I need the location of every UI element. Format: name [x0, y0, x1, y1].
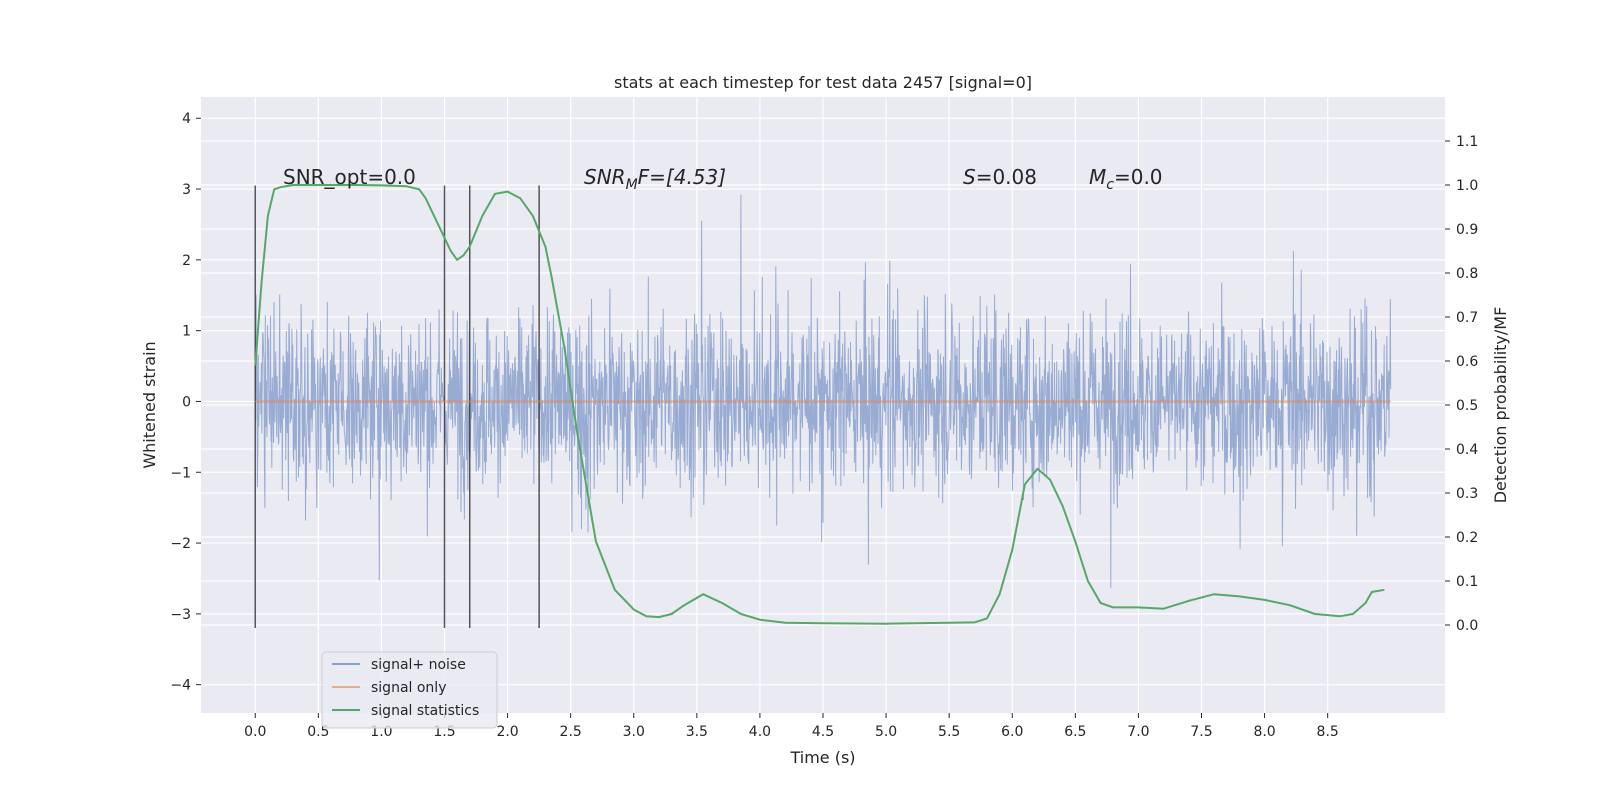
y-right-tick-label: 1.1	[1456, 134, 1478, 150]
y-left-tick-label: −2	[170, 536, 191, 552]
y-right-tick-label: 0.7	[1456, 310, 1478, 326]
x-axis-label: Time (s)	[789, 748, 855, 767]
x-tick-label: 3.0	[623, 724, 645, 740]
y-right-tick-label: 1.0	[1456, 178, 1478, 194]
annotation-s: S=0.08	[963, 165, 1037, 189]
annotation-snr-mf-sub: M	[626, 177, 638, 193]
y-right-tick-label: 0.1	[1456, 574, 1478, 590]
x-tick-label: 2.0	[496, 724, 518, 740]
y-right-tick-label: 0.0	[1456, 618, 1478, 634]
y-right-tick-label: 0.6	[1456, 354, 1478, 370]
annotation-snr-opt: SNR_opt=0.0	[283, 165, 416, 189]
legend: signal+ noise signal only signal statist…	[321, 651, 498, 729]
y-axis-right-ticks: 1.1 1.0 0.9 0.8 0.7 0.6 0.5 0.4 0.3 0.2 0.1 0.0	[1445, 134, 1478, 634]
y-right-tick-label: 0.5	[1456, 398, 1478, 414]
x-tick-label: 0.0	[244, 724, 266, 740]
y-left-tick-label: −4	[170, 678, 191, 694]
legend-label-signal-only: signal only	[371, 680, 446, 696]
x-tick-label: 0.5	[307, 724, 329, 740]
chart-title: stats at each timestep for test data 245…	[614, 73, 1032, 92]
y-right-tick-label: 0.3	[1456, 486, 1478, 502]
x-tick-label: 7.0	[1127, 724, 1149, 740]
annotation-mc-sub: c	[1106, 177, 1114, 193]
y-left-tick-label: 4	[182, 111, 191, 127]
annotation-snr-mf: SNRMF=[4.53]	[584, 165, 726, 193]
x-tick-label: 7.5	[1190, 724, 1212, 740]
x-tick-label: 5.5	[938, 724, 960, 740]
y-left-tick-label: −1	[170, 465, 191, 481]
y-left-tick-label: 0	[182, 394, 191, 410]
y-left-tick-label: 2	[182, 253, 191, 269]
series-signal-statistics	[254, 184, 1385, 625]
annotation-snr-mf-main: SNR	[584, 165, 626, 189]
legend-box	[321, 651, 498, 729]
y-axis-left-ticks: 4 3 2 1 0 −1 −2 −3 −4	[170, 111, 201, 694]
x-tick-label: 2.5	[560, 724, 582, 740]
x-tick-label: 4.5	[812, 724, 834, 740]
y-right-tick-label: 0.4	[1456, 442, 1478, 458]
annotation-mc-main: M	[1089, 165, 1106, 189]
y-right-tick-label: 0.8	[1456, 266, 1478, 282]
annotation-s-main: S	[963, 165, 976, 189]
annotation-mc: Mc=0.0	[1089, 165, 1163, 193]
legend-label-signal-statistics: signal statistics	[371, 703, 479, 719]
y-right-tick-label: 0.2	[1456, 530, 1478, 546]
x-tick-label: 6.0	[1001, 724, 1023, 740]
annotation-snr-mf-tail: F=[4.53]	[638, 165, 726, 189]
y-left-tick-label: 1	[182, 324, 191, 340]
x-tick-label: 6.5	[1064, 724, 1086, 740]
y-axis-left-label: Whitened strain	[140, 341, 159, 468]
statistics-line	[254, 184, 1385, 625]
x-tick-label: 4.0	[749, 724, 771, 740]
x-tick-label: 8.0	[1253, 724, 1275, 740]
annotation-s-tail: =0.08	[976, 165, 1037, 189]
vertical-markers	[254, 185, 540, 629]
y-left-tick-label: 3	[182, 182, 191, 198]
annotation-mc-tail: =0.0	[1114, 165, 1163, 189]
legend-label-signal-noise: signal+ noise	[371, 657, 466, 673]
y-right-tick-label: 0.9	[1456, 222, 1478, 238]
y-left-tick-label: −3	[170, 607, 191, 623]
y-axis-right-label: Detection probability/MF	[1491, 307, 1510, 504]
x-tick-label: 5.0	[875, 724, 897, 740]
x-tick-label: 8.5	[1317, 724, 1339, 740]
x-tick-label: 3.5	[686, 724, 708, 740]
